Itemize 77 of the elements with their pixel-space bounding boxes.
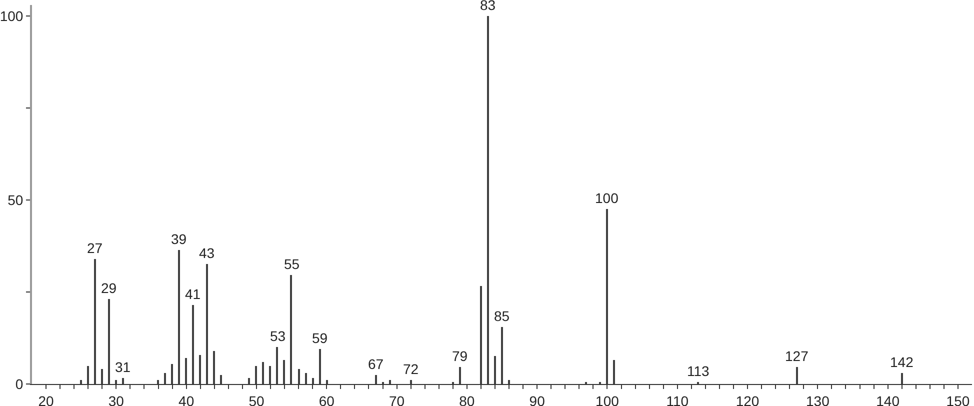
bar: [220, 375, 222, 384]
bar: [101, 369, 103, 384]
x-tick-label: 20: [38, 392, 54, 406]
annotation: 41: [185, 286, 201, 302]
bar: [276, 347, 278, 384]
x-tick-label: 90: [529, 392, 546, 406]
x-tick-label: 140: [876, 392, 900, 406]
annotation: 27: [87, 240, 103, 256]
annotation: 31: [115, 359, 131, 375]
y-tick-label: 50: [8, 192, 24, 208]
y-tick-label: 0: [15, 376, 24, 392]
bar: [613, 360, 615, 384]
bar: [606, 209, 608, 384]
bar: [410, 380, 412, 384]
x-tick-label: 50: [248, 392, 264, 406]
bar: [178, 250, 180, 384]
bar: [480, 286, 482, 384]
bar: [122, 378, 124, 384]
bar: [283, 360, 285, 384]
annotation: 142: [890, 354, 914, 370]
annotation: 127: [785, 348, 809, 364]
bar: [108, 299, 110, 384]
bar: [206, 264, 208, 384]
annotation: 55: [284, 256, 300, 272]
bar: [80, 380, 82, 384]
bar: [389, 380, 391, 384]
bar: [298, 369, 300, 384]
x-tick-label: 30: [108, 392, 124, 406]
annotation: 67: [368, 356, 384, 372]
bar: [326, 380, 328, 384]
bar: [213, 351, 215, 384]
bar: [508, 380, 510, 384]
bar: [375, 375, 377, 384]
x-tick-label: 100: [596, 392, 620, 406]
x-tick-label: 130: [806, 392, 830, 406]
bar: [501, 327, 503, 384]
bar: [87, 366, 89, 384]
bar: [494, 356, 496, 384]
bar: [312, 378, 314, 384]
bar: [185, 358, 187, 384]
annotation: 43: [199, 245, 215, 261]
annotation: 29: [101, 280, 117, 296]
annotation: 113: [687, 363, 710, 379]
x-tick-label: 120: [736, 392, 760, 406]
x-tick-label: 80: [459, 392, 475, 406]
annotation: 85: [494, 308, 510, 324]
annotation: 53: [270, 328, 286, 344]
bar: [199, 355, 201, 384]
bar: [255, 366, 257, 384]
bar: [262, 362, 264, 384]
annotation: 100: [595, 190, 619, 206]
x-tick-label: 70: [388, 392, 405, 406]
bar: [487, 16, 489, 384]
bar: [157, 380, 159, 384]
bar: [901, 373, 903, 384]
bar: [192, 305, 194, 384]
bar: [319, 349, 321, 384]
x-tick-label: 110: [666, 392, 689, 406]
bar: [269, 366, 271, 384]
annotation: 72: [403, 361, 419, 377]
bar: [796, 367, 798, 384]
bar: [94, 259, 96, 384]
x-tick-label: 40: [178, 392, 194, 406]
annotation: 59: [312, 330, 328, 346]
bar: [164, 373, 166, 384]
annotation: 83: [480, 0, 496, 13]
y-tick-label: 100: [0, 8, 24, 24]
bar: [248, 378, 250, 384]
x-tick-label: 60: [318, 392, 335, 406]
bar: [171, 364, 173, 384]
bar: [115, 380, 117, 384]
annotation: 39: [171, 231, 187, 247]
bar: [459, 367, 461, 384]
bar: [305, 373, 307, 384]
annotation: 79: [452, 348, 468, 364]
bar: [290, 275, 292, 384]
x-tick-label: 150: [946, 392, 970, 406]
